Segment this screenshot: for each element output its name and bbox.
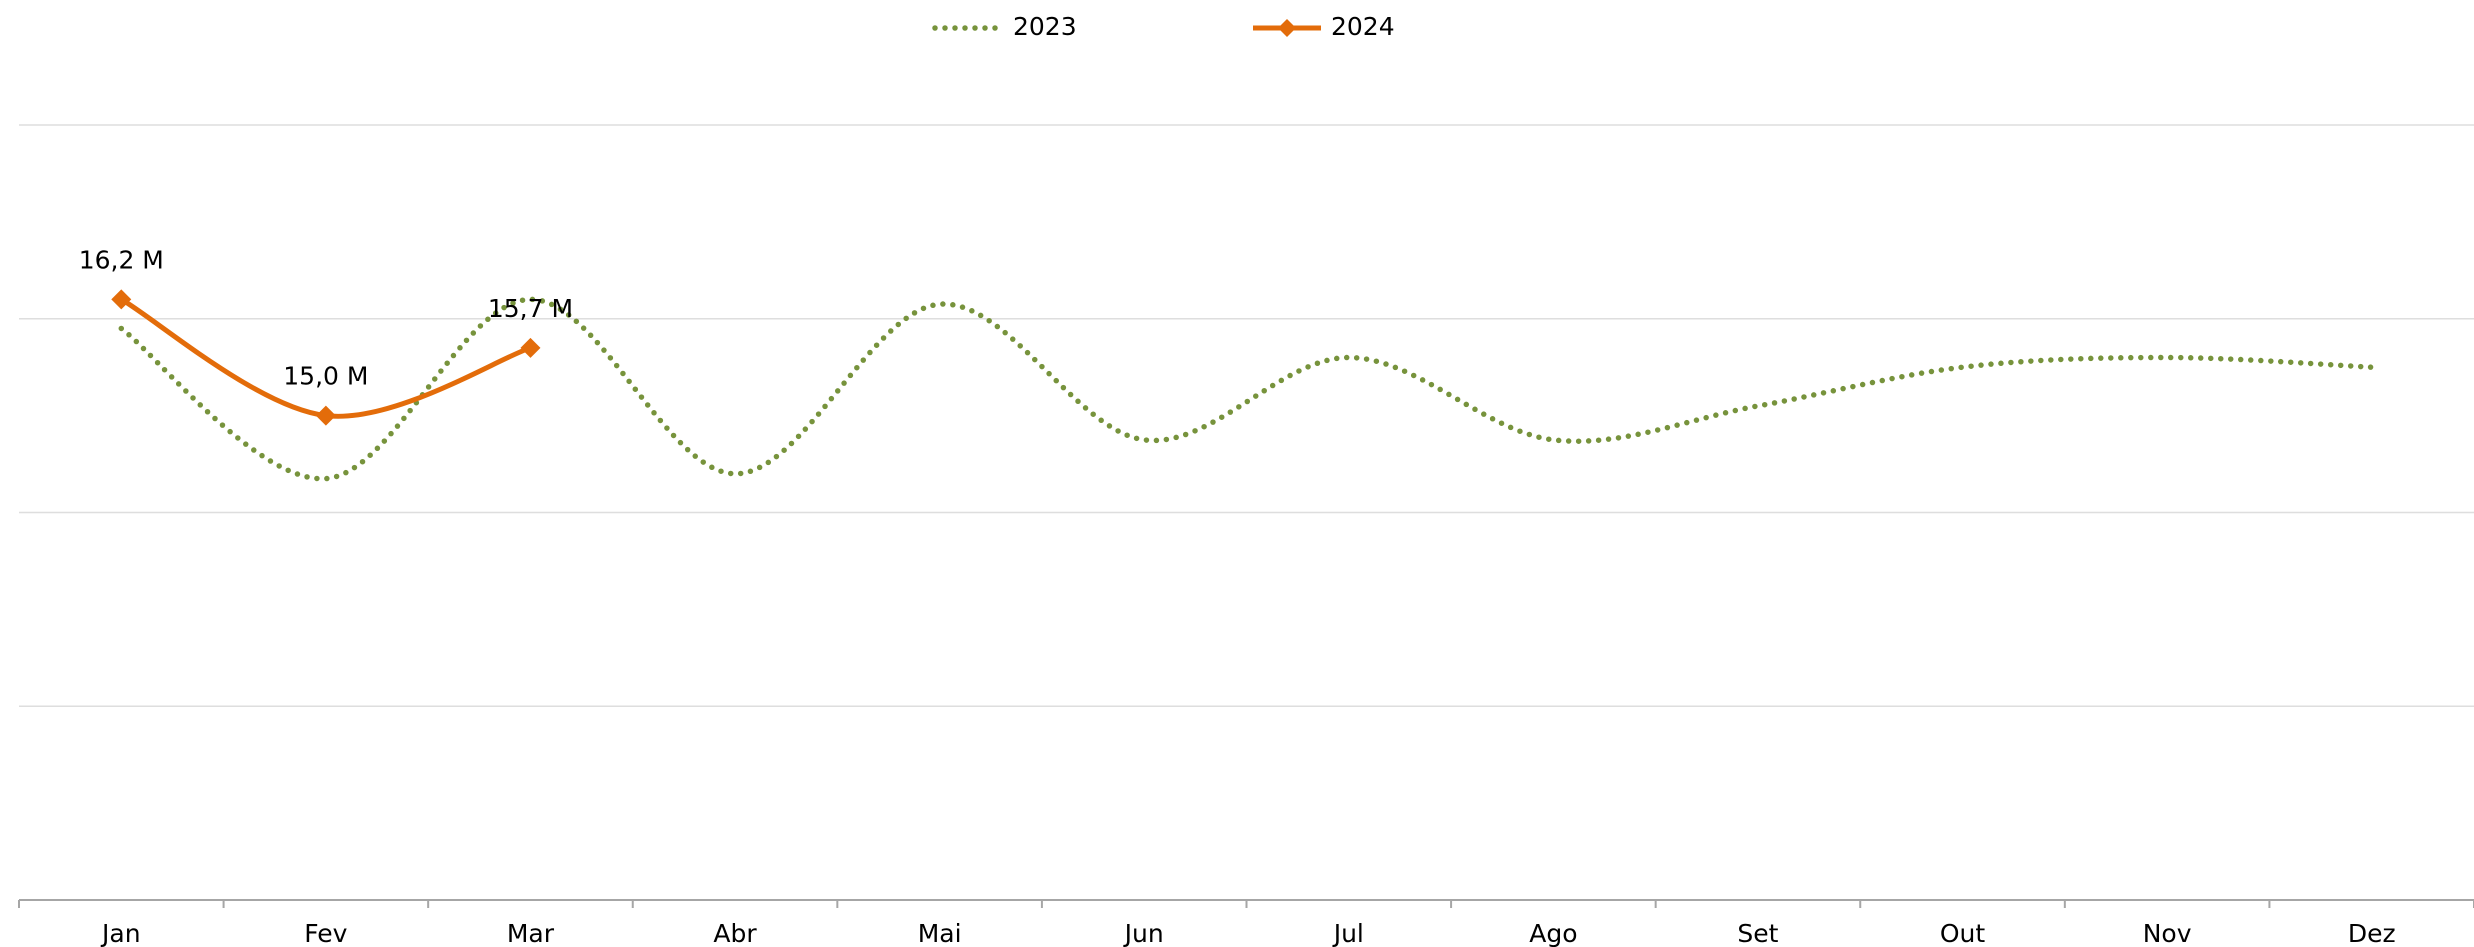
- data-label: 15,7 M: [488, 294, 573, 323]
- x-tick-label: Mar: [507, 919, 555, 947]
- legend-marker: [1278, 19, 1296, 37]
- marker: [315, 405, 336, 426]
- x-tick-label: Abr: [713, 919, 757, 947]
- x-tick-label: Jan: [100, 919, 141, 947]
- x-tick-label: Jul: [1332, 919, 1364, 947]
- marker: [520, 337, 541, 358]
- legend-label: 2023: [1013, 12, 1077, 41]
- x-tick-label: Ago: [1529, 919, 1577, 947]
- data-label: 15,0 M: [283, 362, 368, 391]
- data-label: 16,2 M: [79, 245, 164, 274]
- series-line: [118, 296, 2375, 482]
- marker: [111, 289, 132, 310]
- x-tick-label: Out: [1940, 919, 1986, 947]
- x-tick-label: Nov: [2143, 919, 2192, 947]
- legend-label: 2024: [1331, 12, 1395, 41]
- x-tick-label: Fev: [304, 919, 347, 947]
- x-tick-label: Mai: [918, 919, 962, 947]
- x-tick-label: Dez: [2348, 919, 2396, 947]
- x-tick-label: Jun: [1123, 919, 1164, 947]
- x-tick-label: Set: [1737, 919, 1778, 947]
- series-line: [118, 296, 533, 419]
